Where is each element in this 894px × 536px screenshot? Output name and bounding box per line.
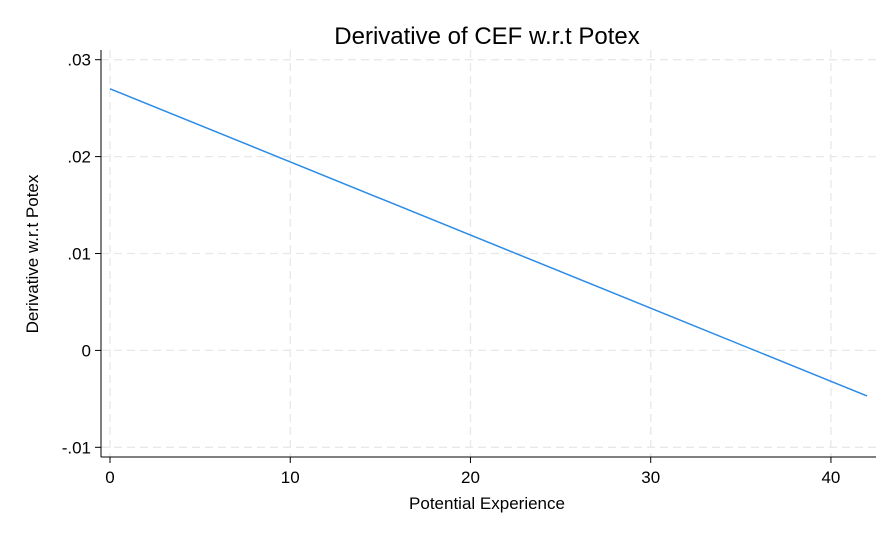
x-axis-label: Potential Experience bbox=[409, 494, 565, 513]
x-tick-label: 10 bbox=[281, 468, 300, 487]
x-tick-label: 30 bbox=[641, 468, 660, 487]
x-tick-label: 20 bbox=[461, 468, 480, 487]
series-line-0 bbox=[109, 88, 868, 397]
y-tick-label: 0 bbox=[82, 341, 91, 360]
y-axis-label: Derivative w.r.t Potex bbox=[23, 174, 42, 333]
x-tick-label: 0 bbox=[105, 468, 114, 487]
chart-title: Derivative of CEF w.r.t Potex bbox=[334, 23, 639, 50]
y-tick-label: .02 bbox=[67, 148, 91, 167]
y-axis-ticks: -.01 0 .01 .02 .03 bbox=[62, 51, 101, 457]
y-tick-label: .01 bbox=[67, 245, 91, 264]
grid bbox=[101, 50, 876, 457]
y-tick-label: .03 bbox=[67, 51, 91, 70]
series-layer bbox=[109, 88, 868, 397]
x-axis-ticks: 0 10 20 30 40 bbox=[105, 457, 840, 487]
x-tick-label: 40 bbox=[821, 468, 840, 487]
y-tick-label: -.01 bbox=[62, 438, 91, 457]
